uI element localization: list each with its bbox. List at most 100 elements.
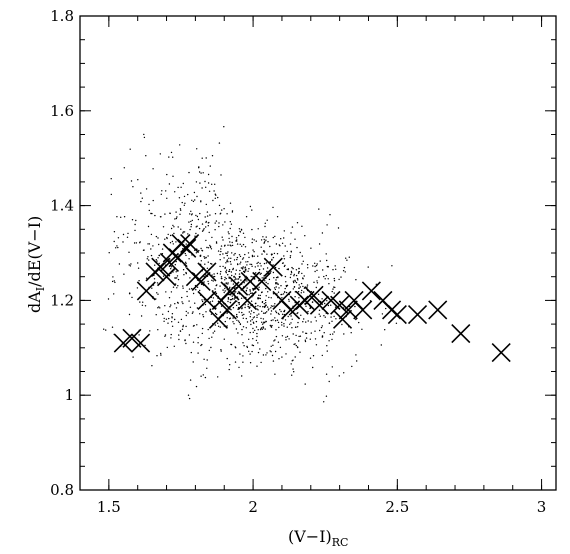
scatter-dot: [170, 304, 172, 306]
scatter-dot: [251, 254, 254, 257]
scatter-dot: [239, 243, 241, 245]
scatter-dot: [277, 321, 280, 324]
scatter-dot: [190, 226, 192, 228]
scatter-dot: [255, 339, 258, 342]
scatter-dot: [259, 294, 261, 297]
scatter-dot: [266, 253, 268, 255]
scatter-dot: [302, 277, 304, 279]
scatter-dot: [230, 223, 233, 225]
scatter-dot: [328, 340, 330, 342]
scatter-dot: [182, 269, 185, 271]
scatter-dot: [298, 284, 300, 286]
scatter-dot: [228, 257, 230, 259]
scatter-dot: [180, 186, 182, 188]
scatter-dot: [305, 337, 308, 339]
scatter-dot: [220, 349, 222, 351]
scatter-dot: [391, 265, 393, 267]
scatter-dot: [247, 252, 250, 254]
scatter-dot: [252, 317, 254, 319]
scatter-dot: [196, 215, 199, 218]
scatter-dot: [154, 264, 156, 266]
scatter-dot: [292, 268, 294, 270]
scatter-dot: [226, 252, 228, 255]
scatter-dot: [283, 265, 286, 268]
scatter-dot: [227, 274, 229, 276]
scatter-dot: [196, 307, 199, 309]
scatter-dot: [158, 262, 160, 265]
scatter-dot: [228, 270, 231, 273]
scatter-dot: [194, 235, 196, 237]
scatter-dot: [278, 267, 280, 270]
scatter-dot: [283, 255, 285, 257]
scatter-dot: [257, 309, 259, 311]
scatter-dot: [214, 183, 216, 185]
scatter-dot: [206, 367, 208, 369]
scatter-dot: [263, 303, 265, 305]
scatter-dot: [220, 350, 222, 352]
scatter-dot: [272, 319, 274, 321]
plot-frame: [79, 15, 557, 491]
scatter-dot: [122, 241, 124, 243]
scatter-dot: [226, 260, 228, 262]
scatter-dot: [245, 317, 247, 320]
scatter-dot: [253, 251, 255, 253]
scatter-dot: [242, 232, 245, 234]
scatter-dot: [380, 344, 382, 346]
scatter-dot: [302, 260, 304, 262]
scatter-dot: [197, 218, 200, 221]
scatter-dot: [278, 287, 280, 289]
x-tick-label: 1.5: [97, 498, 121, 516]
scatter-dot: [274, 235, 276, 238]
scatter-dot: [201, 327, 204, 330]
scatter-dot: [176, 287, 178, 289]
scatter-dot: [115, 247, 117, 249]
scatter-dot: [281, 335, 284, 337]
scatter-dot: [228, 318, 231, 320]
scatter-dot: [232, 321, 234, 323]
cross-marker: [281, 300, 301, 320]
scatter-dot: [290, 251, 292, 253]
scatter-dot: [241, 328, 243, 331]
scatter-dot: [180, 318, 183, 321]
scatter-dot: [155, 314, 157, 316]
scatter-dot: [231, 235, 233, 238]
scatter-dot: [249, 316, 251, 318]
scatter-dot: [214, 324, 217, 326]
scatter-dot: [250, 263, 253, 266]
cross-marker: [332, 309, 353, 329]
scatter-dot: [260, 272, 262, 275]
scatter-dot: [185, 325, 187, 328]
scatter-dot: [185, 271, 187, 274]
scatter-dot: [302, 285, 304, 288]
scatter-dot: [323, 332, 325, 334]
scatter-dot: [202, 316, 205, 318]
scatter-dot: [198, 249, 200, 252]
scatter-dot: [225, 252, 227, 254]
scatter-dot: [252, 276, 254, 278]
scatter-dot: [249, 362, 252, 364]
scatter-dot: [335, 318, 337, 320]
scatter-dot: [221, 209, 223, 211]
scatter-dot: [253, 255, 255, 257]
scatter-dot: [242, 270, 245, 273]
scatter-dot: [108, 252, 110, 254]
scatter-dot: [259, 328, 262, 331]
scatter-dot: [239, 323, 242, 325]
scatter-dot: [298, 267, 300, 270]
scatter-dot: [254, 266, 256, 268]
scatter-dot: [274, 373, 276, 375]
scatter-dot: [158, 254, 161, 257]
scatter-dot: [212, 280, 214, 282]
scatter-dot: [211, 300, 214, 302]
scatter-dot: [229, 364, 231, 366]
scatter-dot: [198, 166, 200, 168]
scatter-dot: [261, 321, 263, 323]
scatter-dot: [239, 255, 242, 258]
scatter-dot: [159, 216, 162, 218]
cross-marker: [151, 257, 171, 277]
scatter-dot: [278, 244, 280, 246]
scatter-dot: [297, 272, 300, 274]
scatter-dot: [144, 344, 146, 347]
scatter-dot: [236, 278, 238, 280]
scatter-dot: [208, 337, 210, 340]
